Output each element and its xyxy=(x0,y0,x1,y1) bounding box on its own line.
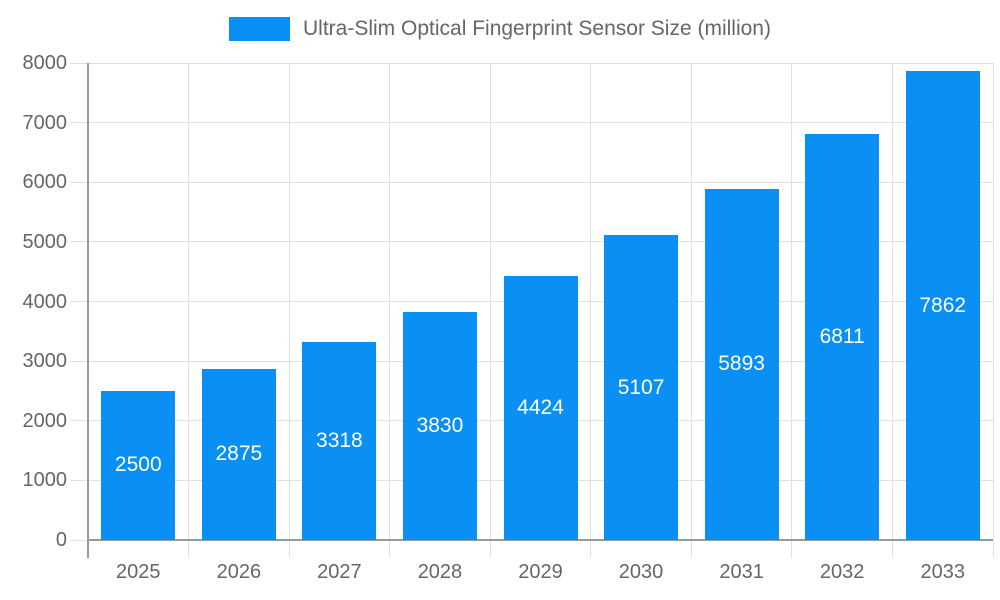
bar-value-label: 7862 xyxy=(919,293,967,317)
x-axis-tick-label: 2031 xyxy=(719,561,764,583)
bar xyxy=(201,368,276,540)
bar xyxy=(503,276,578,540)
y-axis-tick-label: 1000 xyxy=(22,469,68,492)
gridline-vertical xyxy=(489,63,491,558)
gridline-vertical xyxy=(389,63,391,558)
gridline-vertical xyxy=(690,63,692,558)
x-axis-tick-label: 2030 xyxy=(618,561,664,583)
gridline-horizontal xyxy=(70,241,993,243)
x-axis-tick-label: 2028 xyxy=(417,561,463,583)
gridline-horizontal xyxy=(70,122,993,124)
y-axis-tick-label: 8000 xyxy=(22,52,68,74)
bar xyxy=(604,235,679,540)
gridline-vertical xyxy=(188,63,190,558)
y-axis-tick-label: 4000 xyxy=(22,290,68,313)
gridline-horizontal xyxy=(70,62,993,64)
y-axis-tick-label: 6000 xyxy=(22,171,68,194)
gridline-horizontal xyxy=(70,181,993,183)
legend-label: Ultra-Slim Optical Fingerprint Sensor Si… xyxy=(303,17,771,40)
x-axis-tick-label: 2029 xyxy=(518,561,563,583)
bar xyxy=(302,342,377,540)
y-axis-tick-label: 2000 xyxy=(22,409,68,432)
y-axis-tick-label: 3000 xyxy=(22,350,68,373)
bar-value-label: 3830 xyxy=(416,413,464,437)
y-axis-line xyxy=(87,63,89,558)
bar xyxy=(905,71,980,540)
gridline-vertical xyxy=(791,63,793,558)
bar-value-label: 6811 xyxy=(819,324,865,348)
x-axis-tick-label: 2033 xyxy=(920,561,965,583)
bar-value-label: 3318 xyxy=(316,429,363,453)
x-axis-tick-label: 2027 xyxy=(317,561,362,583)
x-axis-tick-label: 2026 xyxy=(216,561,262,583)
bar-value-label: 2875 xyxy=(215,442,263,466)
x-axis-tick-label: 2032 xyxy=(819,561,865,583)
y-axis-tick-label: 5000 xyxy=(22,230,68,253)
bar xyxy=(805,133,880,540)
gridline-vertical xyxy=(288,63,290,558)
bar-value-label: 5107 xyxy=(617,375,665,399)
gridline-vertical xyxy=(590,63,592,558)
x-axis-line xyxy=(88,539,993,541)
y-axis-tick-label: 7000 xyxy=(22,111,68,134)
legend: Ultra-Slim Optical Fingerprint Sensor Si… xyxy=(0,17,1000,41)
gridline-vertical xyxy=(992,63,994,558)
bar xyxy=(402,311,477,540)
bar xyxy=(704,188,779,540)
bar-value-label: 4424 xyxy=(517,396,564,420)
x-axis-tick-label: 2025 xyxy=(116,561,161,583)
gridline-vertical xyxy=(891,63,893,558)
y-axis-tick-label: 0 xyxy=(55,529,67,551)
legend-swatch-icon xyxy=(229,17,291,41)
bar-value-label: 5893 xyxy=(718,352,765,376)
bar xyxy=(101,390,176,540)
bar-value-label: 2500 xyxy=(114,453,162,477)
